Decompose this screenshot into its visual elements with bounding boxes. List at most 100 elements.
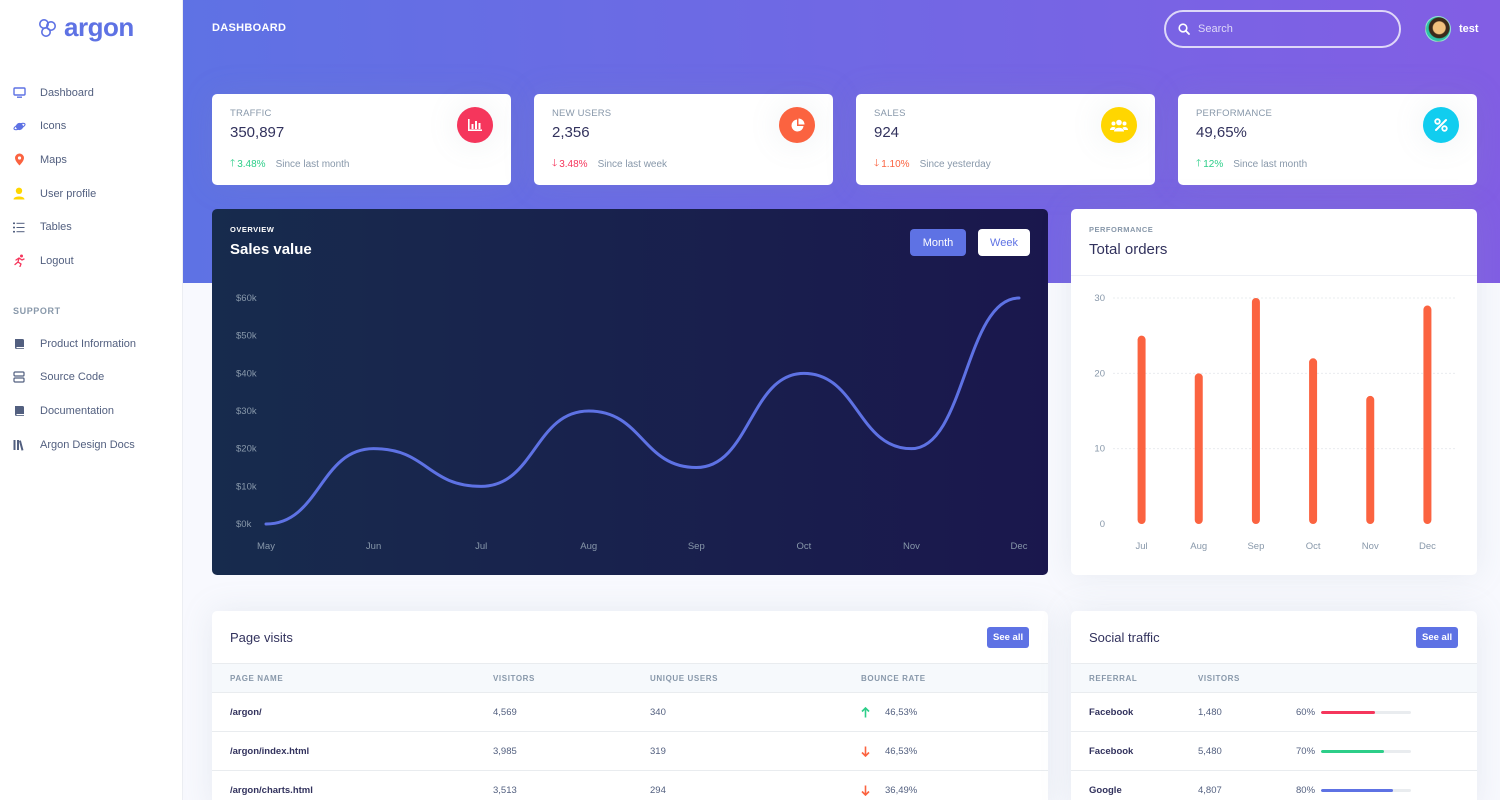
- table-row: Facebook 1,480 60%: [1071, 693, 1477, 732]
- unique-users: 294: [650, 785, 666, 796]
- page-name: /argon/: [230, 707, 262, 718]
- stat-title: PERFORMANCE: [1196, 108, 1273, 119]
- referral: Facebook: [1089, 746, 1134, 757]
- y-tick-label: 10: [1094, 444, 1105, 455]
- sidebar-item-product-information[interactable]: Product Information: [0, 327, 183, 361]
- column-header[interactable]: UNIQUE USERS: [650, 674, 719, 683]
- sidebar-item-label: Maps: [40, 153, 67, 166]
- column-header[interactable]: VISITORS: [1198, 674, 1240, 683]
- y-tick-label: $10k: [236, 481, 257, 492]
- x-tick-label: Jun: [366, 541, 381, 552]
- sidebar-item-label: Argon Design Docs: [40, 438, 135, 451]
- sidebar-item-documentation[interactable]: Documentation: [0, 394, 183, 428]
- x-tick-label: Dec: [1419, 541, 1436, 552]
- bar-chart-icon: [457, 107, 493, 143]
- stat-value: 2,356: [552, 124, 590, 141]
- referral: Google: [1089, 785, 1122, 796]
- sidebar-item-tables[interactable]: Tables: [0, 210, 183, 244]
- stat-card-new-users: NEW USERS 2,356 🡓 3.48% Since last week: [534, 94, 833, 185]
- x-tick-label: Jul: [475, 541, 487, 552]
- column-header[interactable]: BOUNCE RATE: [861, 674, 926, 683]
- table-row: /argon/charts.html 3,513 294 36,49%: [212, 771, 1048, 800]
- stat-change: 3.48%: [559, 159, 588, 170]
- see-all-button[interactable]: See all: [1416, 627, 1459, 648]
- x-tick-label: Oct: [796, 541, 811, 552]
- sidebar-item-logout[interactable]: Logout: [0, 244, 183, 278]
- user-menu[interactable]: test: [1425, 16, 1479, 42]
- search-box[interactable]: [1164, 10, 1401, 48]
- support-heading: SUPPORT: [13, 306, 61, 316]
- bar: [1423, 305, 1432, 524]
- sidebar-item-maps[interactable]: Maps: [0, 143, 183, 177]
- sidebar-item-dashboard[interactable]: Dashboard: [0, 76, 183, 110]
- user-name[interactable]: test: [1459, 23, 1479, 35]
- orders-chart-card: PERFORMANCE Total orders 0 10 20 30 Jul Aug Se…: [1071, 209, 1477, 575]
- x-tick-label: Nov: [1362, 541, 1379, 552]
- y-tick-label: 20: [1094, 368, 1105, 379]
- page-name: /argon/index.html: [230, 746, 310, 757]
- database-icon: [12, 370, 26, 384]
- y-tick-label: $0k: [236, 519, 252, 530]
- card-subtitle: OVERVIEW: [230, 225, 275, 234]
- y-tick-label: $20k: [236, 444, 257, 455]
- card-subtitle: PERFORMANCE: [1089, 225, 1154, 234]
- card-title: Page visits: [230, 630, 293, 645]
- bounce-rate: 36,49%: [885, 785, 918, 796]
- sidebar-item-label: Tables: [40, 221, 72, 234]
- x-tick-label: Jul: [1136, 541, 1148, 552]
- week-toggle-button[interactable]: Week: [978, 229, 1030, 256]
- sidebar-item-source-code[interactable]: Source Code: [0, 361, 183, 395]
- progress-bar: [1321, 750, 1411, 753]
- progress-bar: [1321, 789, 1411, 792]
- run-icon: [12, 254, 26, 268]
- visitors: 3,985: [493, 746, 517, 757]
- progress-bar: [1321, 711, 1411, 714]
- sidebar: argon Dashboard Icons Maps User profile: [0, 0, 183, 800]
- see-all-button[interactable]: See all: [987, 627, 1030, 648]
- avatar[interactable]: [1425, 16, 1451, 42]
- table-header: PAGE NAME VISITORS UNIQUE USERS BOUNCE R…: [212, 663, 1048, 693]
- table-row: Google 4,807 80%: [1071, 771, 1477, 800]
- arrow-down-icon: 🡓: [874, 158, 880, 169]
- table-row: /argon/index.html 3,985 319 46,53%: [212, 732, 1048, 771]
- sidebar-item-user-profile[interactable]: User profile: [0, 177, 183, 211]
- referral: Facebook: [1089, 707, 1134, 718]
- unique-users: 319: [650, 746, 666, 757]
- bar: [1251, 298, 1260, 524]
- sidebar-item-label: Dashboard: [40, 86, 94, 99]
- progress-fill: [1321, 711, 1375, 714]
- argon-logo-icon: [39, 18, 56, 37]
- x-tick-label: Sep: [1247, 541, 1264, 552]
- support-nav: Product Information Source Code Document…: [0, 327, 183, 461]
- stat-card-performance: PERFORMANCE 49,65% 🡑 12% Since last month: [1178, 94, 1477, 185]
- sidebar-item-label: User profile: [40, 187, 97, 200]
- column-header[interactable]: VISITORS: [493, 674, 535, 683]
- stat-title: SALES: [874, 108, 906, 119]
- pin-icon: [12, 153, 26, 167]
- sidebar-item-argon-design-docs[interactable]: Argon Design Docs: [0, 428, 183, 462]
- stat-since: Since last week: [597, 159, 668, 170]
- stat-title: NEW USERS: [552, 108, 612, 119]
- y-tick-label: $50k: [236, 331, 257, 342]
- brand-logo[interactable]: argon: [38, 12, 134, 43]
- visitors: 4,569: [493, 707, 517, 718]
- sidebar-item-label: Documentation: [40, 404, 114, 417]
- monitor-icon: [12, 86, 26, 100]
- bar: [1194, 373, 1203, 524]
- sidebar-item-icons[interactable]: Icons: [0, 110, 183, 144]
- progress-fill: [1321, 750, 1384, 753]
- month-toggle-button[interactable]: Month: [910, 229, 966, 256]
- search-input[interactable]: [1198, 23, 1378, 35]
- progress-fill: [1321, 789, 1393, 792]
- arrow-down-icon: [861, 783, 870, 800]
- brand-name: argon: [64, 12, 134, 42]
- bar: [1309, 358, 1318, 524]
- table-header: REFERRAL VISITORS: [1071, 663, 1477, 693]
- arrow-up-icon: 🡑: [1196, 158, 1202, 169]
- list-icon: [12, 220, 26, 234]
- column-header[interactable]: PAGE NAME: [230, 674, 284, 683]
- page-title[interactable]: DASHBOARD: [212, 22, 287, 34]
- visitors: 3,513: [493, 785, 517, 796]
- visitors: 5,480: [1198, 746, 1222, 757]
- column-header[interactable]: REFERRAL: [1089, 674, 1138, 683]
